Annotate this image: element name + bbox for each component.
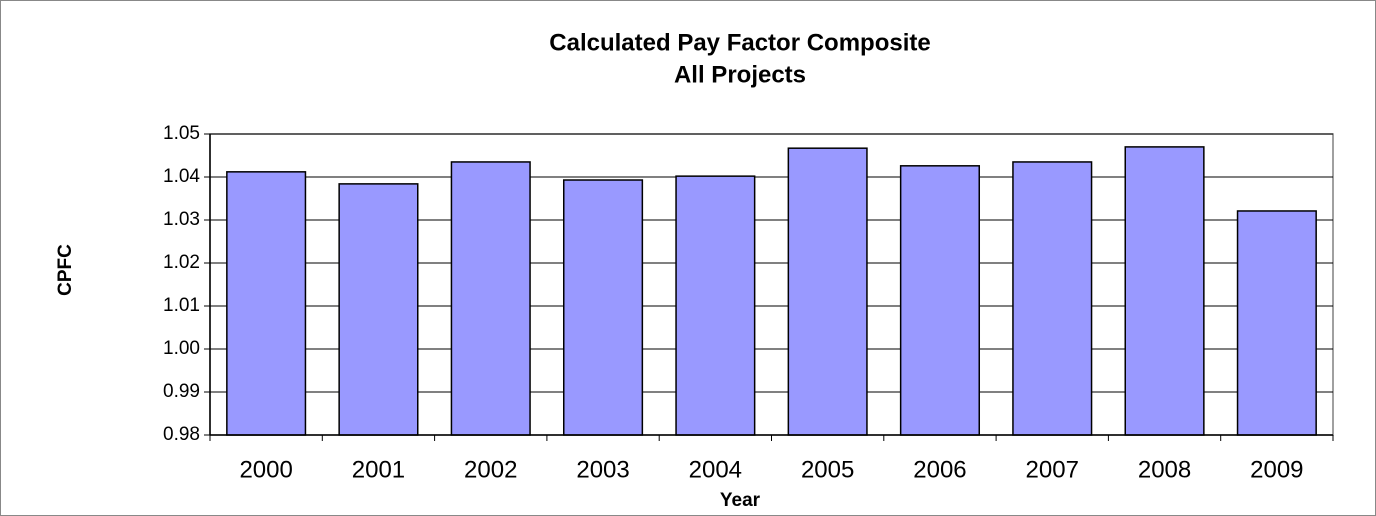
y-tick-label: 0.98 bbox=[163, 424, 200, 445]
chart-subtitle: All Projects bbox=[674, 61, 806, 88]
bar bbox=[562, 179, 644, 436]
bar bbox=[787, 147, 868, 436]
y-axis-title: CPFC bbox=[55, 244, 76, 296]
x-axis-title: Year bbox=[720, 490, 761, 511]
x-tick-label: 2009 bbox=[1250, 456, 1303, 483]
y-tick-label: 1.02 bbox=[163, 252, 200, 273]
x-tick-label: 2007 bbox=[1026, 456, 1079, 483]
y-tick-label: 1.03 bbox=[163, 209, 200, 230]
x-tick-label: 2002 bbox=[464, 456, 517, 483]
y-tick-label: 1.05 bbox=[163, 123, 200, 144]
bar bbox=[1012, 161, 1093, 436]
chart-title: Calculated Pay Factor Composite bbox=[549, 29, 930, 56]
bar bbox=[675, 175, 756, 436]
bar bbox=[338, 183, 419, 436]
y-tick-label: 1.01 bbox=[163, 295, 200, 316]
x-tick-label: 2005 bbox=[801, 456, 854, 483]
x-tick-label: 2000 bbox=[239, 456, 292, 483]
x-tick-label: 2003 bbox=[576, 456, 629, 483]
x-tick-label: 2008 bbox=[1138, 456, 1191, 483]
bar bbox=[899, 165, 981, 436]
bar bbox=[1236, 210, 1317, 436]
x-tick-label: 2006 bbox=[913, 456, 966, 483]
bar bbox=[1124, 146, 1205, 436]
x-tick-label: 2001 bbox=[352, 456, 405, 483]
bar bbox=[226, 171, 307, 436]
bar bbox=[450, 161, 531, 436]
x-tick-label: 2004 bbox=[689, 456, 742, 483]
y-tick-label: 1.04 bbox=[163, 166, 200, 187]
y-tick-label: 1.00 bbox=[163, 338, 200, 359]
y-tick-label: 0.99 bbox=[163, 381, 200, 402]
